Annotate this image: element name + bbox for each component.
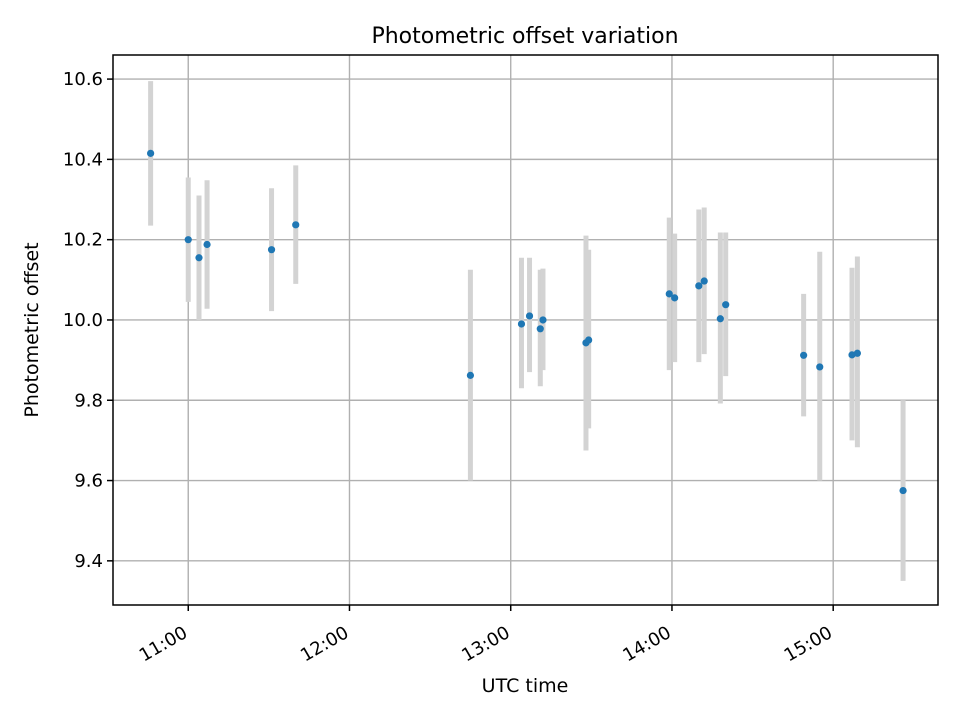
data-point	[292, 221, 300, 229]
grid	[113, 55, 938, 605]
y-tick-label: 10.0	[63, 310, 103, 331]
data-point	[800, 351, 808, 359]
data-point	[899, 486, 907, 495]
data-point	[517, 320, 526, 328]
y-tick-label: 10.6	[63, 69, 103, 90]
data-point	[665, 290, 673, 298]
data-point	[525, 312, 534, 320]
data-point	[203, 240, 211, 249]
chart-title: Photometric offset variation	[371, 24, 678, 49]
data-point	[700, 277, 708, 285]
data-point	[671, 294, 679, 302]
y-tick-label: 9.4	[74, 551, 103, 572]
data-point	[267, 246, 276, 254]
y-tick-label: 10.4	[63, 149, 103, 170]
data-point	[539, 316, 547, 324]
data-point	[853, 349, 861, 357]
y-tick-label: 9.6	[74, 471, 103, 492]
y-tick-label: 10.2	[63, 230, 103, 251]
data-point	[147, 149, 155, 157]
plot-frame	[112, 54, 939, 606]
data-point	[816, 363, 824, 371]
data-point	[716, 315, 724, 323]
y-axis-label: Photometric offset	[21, 242, 43, 417]
data-point	[536, 325, 544, 333]
data-points	[147, 149, 907, 495]
x-axis-label: UTC time	[482, 675, 569, 697]
data-point	[722, 301, 730, 309]
y-tick-label: 9.8	[74, 390, 103, 411]
data-point	[184, 236, 192, 244]
data-point	[195, 254, 203, 262]
data-point	[695, 282, 703, 290]
data-point	[466, 371, 475, 379]
data-point	[585, 336, 593, 344]
